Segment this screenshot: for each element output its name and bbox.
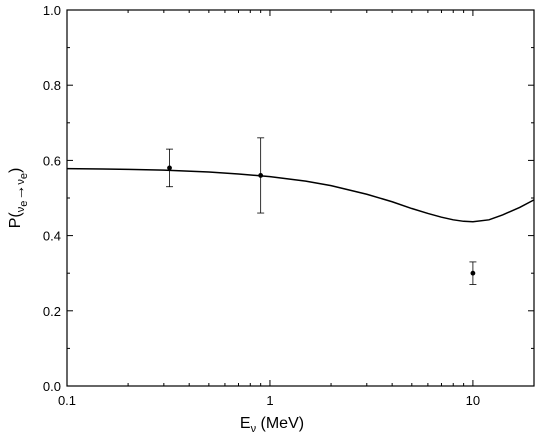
data-points-layer [166,137,477,285]
data-point [470,270,476,276]
x-axis-title: Eν (MeV) [240,415,304,435]
plot-frame [66,9,535,387]
y-axis-title: P(νe→νe) [7,168,30,229]
y-axis-title-nu1: ν [15,206,27,212]
y-tick-label: 0.2 [43,304,61,319]
y-tick-label: 0.0 [43,379,61,394]
data-point [258,173,264,178]
y-axis-title-arrow: → [11,185,28,201]
y-tick-label: 0.8 [43,78,61,93]
x-tick-label: 10 [466,393,480,408]
probability-curve [66,167,535,223]
x-axis-title-sub: ν [251,423,257,435]
x-axis-title-main: E [240,415,251,432]
x-axis-title-rest: (MeV) [256,415,304,432]
x-tick-label: 0.1 [58,393,76,408]
y-axis-title-sub2: e [18,173,30,179]
y-tick-label: 0.6 [43,153,61,168]
data-point [167,165,172,171]
y-axis-title-nu2: ν [15,179,27,185]
tick-labels: 0.0 0.2 0.4 0.6 0.8 1.0 0.1 1 10 [43,3,480,408]
y-tick-label: 1.0 [43,3,61,18]
x-tick-label: 1 [266,393,273,408]
y-axis-title-prefix: P( [7,212,24,229]
y-axis-title-sub1: e [18,201,30,207]
axis-ticks [66,9,534,387]
y-tick-label: 0.4 [43,229,61,244]
curve-layer [66,167,535,223]
y-axis-title-suffix: ) [7,168,24,173]
